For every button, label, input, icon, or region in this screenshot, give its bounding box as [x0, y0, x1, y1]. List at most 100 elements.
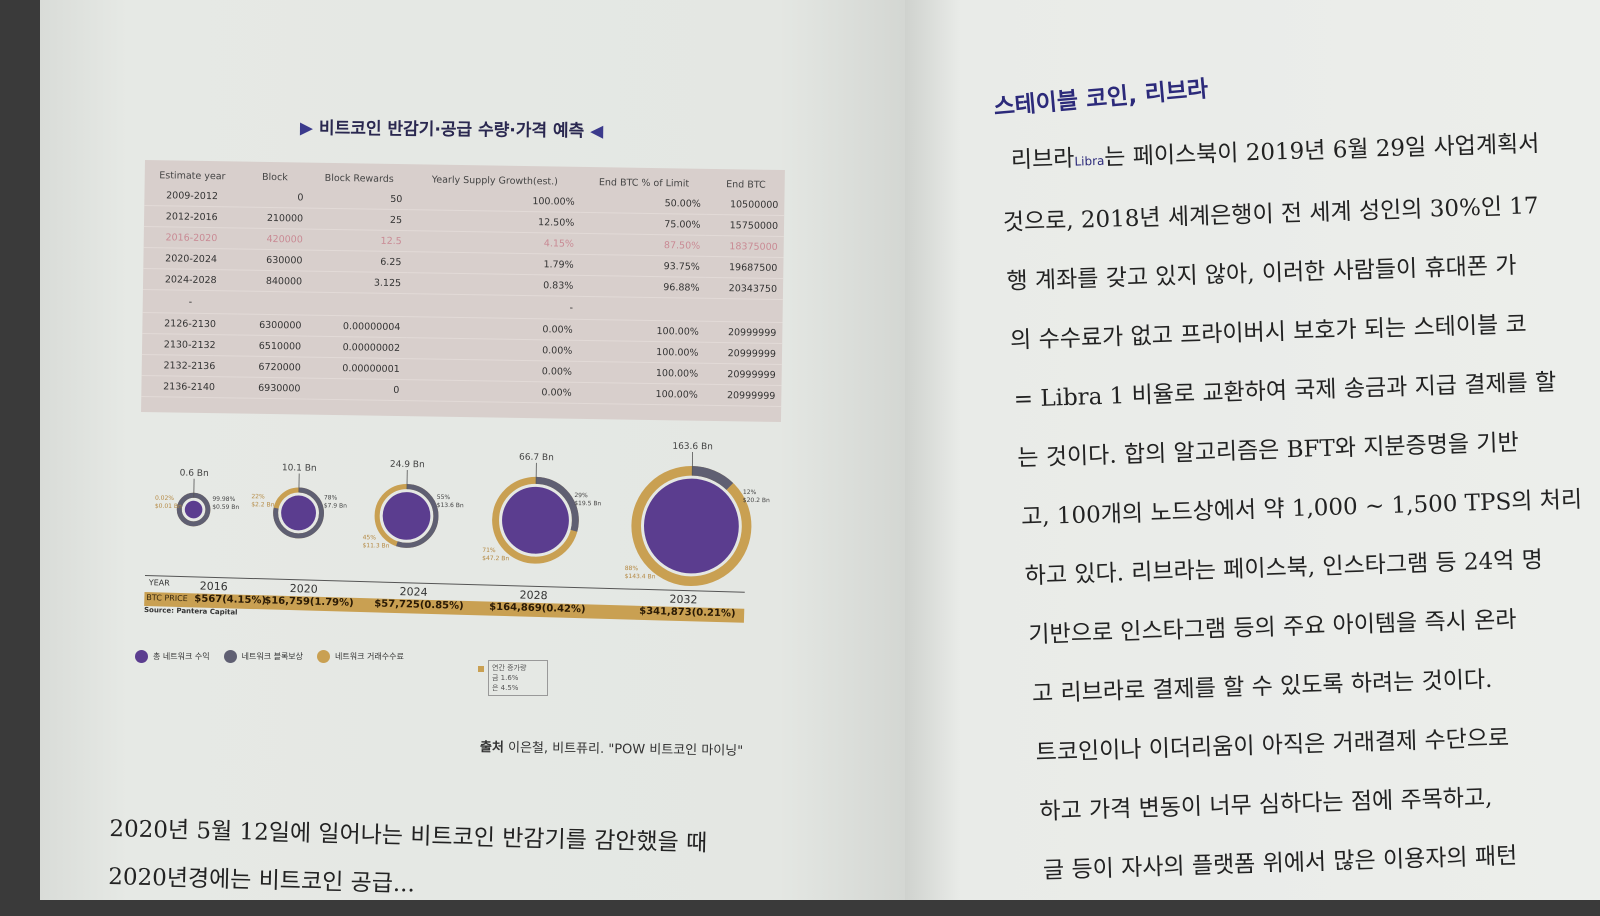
table-cell: - — [407, 294, 580, 320]
left-body-text: 2020년 5월 12일에 일어나는 비트코인 반감기를 감안했을 때 2020… — [108, 805, 708, 916]
legend-label: 네트워크 거래수수료 — [335, 652, 404, 661]
price-value: $567(4.15%) — [194, 593, 266, 606]
year-label: 2020 — [289, 582, 317, 596]
year-label: 2016 — [200, 580, 228, 594]
year-label: 2028 — [519, 588, 547, 602]
column-header: Yearly Supply Growth(est.) — [409, 164, 582, 192]
table-cell: 0.00% — [406, 338, 579, 362]
total-label: 163.6 Bn — [672, 442, 713, 453]
table-cell: 50 — [309, 188, 408, 210]
right-body-text: 리브라Libra는 페이스북이 2019년 6월 29일 사업계획서 것으로, … — [1000, 114, 1594, 902]
table-cell: 100.00% — [578, 340, 705, 363]
price-value: $57,725(0.85%) — [374, 598, 464, 611]
gold-dot-icon — [317, 650, 330, 663]
libra-word: 리브라 — [1010, 146, 1074, 174]
column-header: End BTC — [707, 169, 785, 195]
gold-rate: 금 1.6% — [492, 673, 544, 683]
table-cell: 0.00% — [406, 317, 579, 341]
block-amount-label: $19.5 Bn — [574, 500, 601, 507]
year-label: 2032 — [669, 593, 697, 607]
price-value: $164,869(0.42%) — [489, 602, 586, 616]
table-cell: 3.125 — [308, 271, 407, 294]
figure-title-text: 비트코인 반감기·공급 수량·가격 예측 — [319, 119, 584, 142]
gold-square-icon — [478, 666, 484, 672]
total-label: 24.9 Bn — [390, 460, 425, 471]
fee-amount-label: $0.01 Bn — [155, 503, 182, 510]
table-cell: 840000 — [238, 270, 308, 292]
table-cell: 6.25 — [308, 250, 407, 273]
silver-rate: 은 4.5% — [492, 683, 544, 693]
table-cell: 2020-2024 — [143, 247, 239, 269]
legend-label: 총 네트워크 수익 — [153, 652, 210, 661]
figure-credit: 출처 이은철, 비트퓨리. "POW 비트코인 마이닝" — [480, 736, 743, 759]
triangle-left-icon: ◀ — [590, 121, 603, 141]
table-cell: 100.00% — [408, 189, 581, 212]
table-cell: 20999999 — [704, 384, 782, 406]
block-pct-label: 29% — [574, 492, 588, 499]
total-label: 66.7 Bn — [519, 453, 554, 464]
triangle-right-icon: ▶ — [300, 118, 313, 138]
table-cell: 12.5 — [309, 229, 408, 252]
block-pct-label: 55% — [437, 494, 451, 501]
table-cell: 6930000 — [237, 377, 307, 399]
total-revenue-disc — [281, 495, 316, 530]
table-cell: 6300000 — [238, 314, 308, 336]
fee-pct-label: 45% — [363, 534, 377, 541]
table-cell: 93.75% — [580, 254, 707, 277]
table-cell: 0.00000004 — [307, 315, 406, 338]
total-revenue-disc — [185, 501, 203, 519]
table-cell: 2126-2130 — [142, 312, 238, 334]
table-cell: 18375000 — [706, 235, 784, 257]
table-cell: 10500000 — [707, 194, 785, 216]
table-cell: 2012-2016 — [144, 205, 240, 227]
table-cell: 2132-2136 — [142, 354, 238, 376]
table-cell: 0.00% — [406, 359, 579, 383]
table-cell: 20999999 — [704, 363, 782, 385]
table-cell: 6510000 — [237, 335, 307, 357]
fee-pct-label: 71% — [482, 547, 496, 554]
legend-item-total: 총 네트워크 수익 — [135, 650, 210, 663]
fee-amount-label: $11.3 Bn — [362, 542, 389, 549]
table-cell: 50.00% — [580, 192, 707, 214]
legend-item-block: 네트워크 블록보상 — [224, 650, 303, 663]
block-pct-label: 78% — [324, 494, 338, 501]
table-cell: 100.00% — [577, 382, 704, 405]
column-header: Block Rewards — [310, 163, 409, 190]
source-label: Source: Pantera Capital — [144, 606, 238, 617]
column-header: Block — [240, 161, 310, 187]
table-cell: 87.50% — [580, 233, 707, 256]
table-cell: 6720000 — [237, 356, 307, 378]
table-cell: 20343750 — [705, 277, 783, 299]
fee-pct-label: 0.02% — [155, 495, 174, 502]
table-cell: 75.00% — [580, 212, 707, 235]
box-title: 연간 증가량 — [492, 663, 544, 673]
year-header: YEAR — [149, 578, 170, 588]
table-cell: 19687500 — [706, 256, 784, 278]
price-value: $16,759(1.79%) — [264, 595, 354, 608]
table-cell: 2009-2012 — [144, 185, 240, 207]
fee-amount-label: $143.4 Bn — [625, 573, 656, 580]
table-cell — [579, 296, 706, 321]
purple-dot-icon — [135, 650, 148, 663]
block-pct-label: 12% — [743, 489, 757, 496]
price-header: BTC PRICE — [146, 593, 188, 603]
text-line-rest: 는 페이스북이 2019년 6월 29일 사업계획서 — [1104, 131, 1540, 171]
block-amount-label: $20.2 Bn — [743, 497, 770, 504]
table-cell: 12.50% — [408, 210, 581, 234]
total-label: 0.6 Bn — [180, 469, 209, 479]
column-header: End BTC % of Limit — [581, 167, 708, 194]
table-cell: 2130-2132 — [142, 333, 238, 355]
block-amount-label: $0.59 Bn — [212, 504, 239, 511]
table-cell: 0.00% — [405, 380, 578, 404]
table-cell: - — [143, 289, 239, 313]
fee-pct-label: 88% — [625, 565, 639, 572]
block-pct-label: 99.98% — [212, 496, 235, 503]
block-amount-label: $7.9 Bn — [324, 502, 347, 509]
table-cell: 96.88% — [579, 275, 706, 298]
table-cell: 4.15% — [408, 231, 581, 255]
column-header: Estimate year — [145, 160, 241, 186]
price-band: BTC PRICE $567(4.15%) $16,759(1.79%) $57… — [144, 592, 744, 623]
table-cell: 100.00% — [578, 361, 705, 384]
chart-legend: 총 네트워크 수익 네트워크 블록보상 네트워크 거래수수료 — [135, 650, 404, 663]
